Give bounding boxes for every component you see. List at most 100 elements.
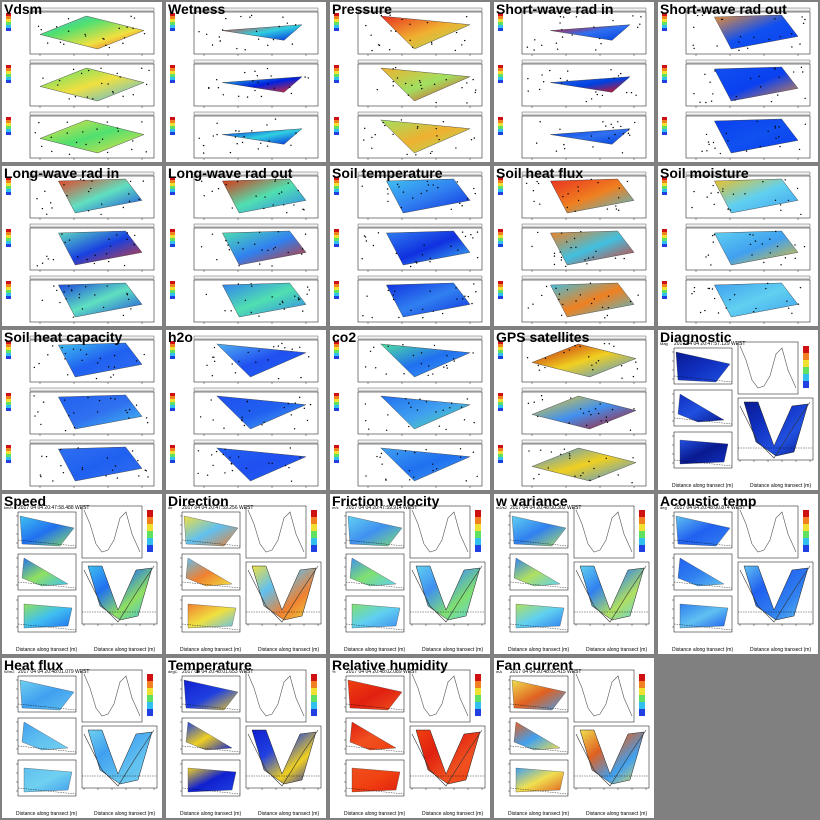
section-polygon — [351, 603, 401, 629]
transect-tile-w-variance[interactable]: w variance 2017 04 04 20:48:00.302 WEST m2… — [494, 494, 654, 654]
section-polygon — [185, 557, 233, 587]
section-polygon — [511, 679, 567, 711]
colorbar — [498, 65, 503, 83]
map-tile-soil-heat-cap[interactable]: Soil heat capacity — [2, 330, 162, 490]
colorbar — [334, 393, 339, 411]
map-polygon — [222, 178, 307, 214]
x-axis-label: Distance along transect (m) — [258, 647, 320, 653]
colorbar — [662, 177, 667, 195]
unit-label: km/h — [4, 505, 13, 510]
colorbar — [498, 177, 503, 195]
colorbar — [334, 177, 339, 195]
map-tile-lw-rad-out[interactable]: Long-wave rad out — [166, 166, 326, 326]
map-polygon — [714, 14, 799, 50]
unit-label: Mag — [660, 341, 668, 346]
map-polygon — [216, 343, 307, 378]
map-polygon — [380, 67, 471, 102]
x-axis-label: Distance along transect (m) — [586, 811, 648, 817]
colorbar — [662, 117, 667, 135]
colorbar — [803, 346, 809, 388]
map-tile-soil-temp[interactable]: Soil temperature — [330, 166, 490, 326]
x-axis-label: Distance along transect (m) — [180, 811, 242, 817]
x-axis-label: Distance along transect (m) — [422, 811, 484, 817]
map-tile-sw-rad-out[interactable]: Short-wave rad out — [658, 2, 818, 162]
section-polygon — [349, 721, 397, 751]
map-polygon — [550, 230, 635, 266]
timestamp-label: 2017 04 04 20:48:01.079 WEST — [18, 669, 90, 675]
map-polygon — [550, 76, 631, 93]
colorbar — [639, 674, 645, 716]
section-polygon — [675, 515, 731, 547]
transect-panels — [344, 505, 486, 633]
transect-panels — [508, 505, 650, 633]
transect-tile-friction-velocity[interactable]: Friction velocity 2017 04 04 20:47:59.914… — [330, 494, 490, 654]
map-tile-sw-rad-in[interactable]: Short-wave rad in — [494, 2, 654, 162]
map-tile-h2o[interactable]: h2o — [166, 330, 326, 490]
section-polygon — [513, 721, 561, 751]
map-polygon — [380, 447, 471, 482]
map-polygon — [550, 178, 635, 214]
map-tile-soil-heat-flux[interactable]: Soil heat flux — [494, 166, 654, 326]
section-polygon — [187, 767, 237, 793]
section-polygon — [675, 351, 731, 383]
map-polygon — [58, 394, 143, 430]
profile-line — [739, 509, 797, 553]
transect-panels — [344, 669, 486, 797]
x-axis-label: Distance along transect (m) — [16, 811, 78, 817]
transect-tile-speed[interactable]: Speed 2017 04 04 20:47:58.488 WEST km/h Dis… — [2, 494, 162, 654]
profile-line — [83, 509, 141, 553]
map-tile-soil-moisture[interactable]: Soil moisture — [658, 166, 818, 326]
profile-line — [411, 673, 469, 717]
map-polygon — [531, 395, 637, 430]
map-panels — [498, 335, 647, 488]
map-tile-lw-rad-in[interactable]: Long-wave rad in — [2, 166, 162, 326]
map-tile-wetness[interactable]: Wetness — [166, 2, 326, 162]
unit-label: m2/s2 — [496, 505, 507, 510]
map-panels — [170, 7, 319, 160]
colorbar — [498, 281, 503, 299]
transect-tile-diagnostic[interactable]: Diagnostic 2017 04 04 20:47:57.129 WEST Ma… — [658, 330, 818, 490]
x-axis-label: Distance along transect (m) — [180, 647, 242, 653]
section-polygon — [23, 603, 73, 629]
profile-line — [739, 345, 797, 389]
map-polygon — [58, 230, 143, 266]
transect-tile-direction[interactable]: Direction 2017 04 04 20:47:59.256 WEST dir… — [166, 494, 326, 654]
colorbar — [662, 13, 667, 31]
section-polygon — [513, 557, 561, 587]
unit-label: % — [332, 669, 336, 674]
timestamp-label: 2017 04 04 20:47:58.488 WEST — [18, 505, 90, 511]
map-tile-gps-sat[interactable]: GPS satellites — [494, 330, 654, 490]
map-polygon — [380, 15, 471, 50]
section-polygon — [677, 557, 725, 587]
colorbar — [662, 65, 667, 83]
colorbar — [6, 229, 11, 247]
map-tile-vdsm[interactable]: Vdsm — [2, 2, 162, 162]
map-panels — [334, 7, 483, 160]
transect-tile-heat-flux[interactable]: Heat flux 2017 04 04 20:48:01.079 WEST W/m… — [2, 658, 162, 818]
colorbar — [147, 674, 153, 716]
colorbar — [311, 510, 317, 552]
map-polygon — [386, 282, 471, 318]
map-polygon — [550, 282, 635, 318]
unit-label: deg — [660, 505, 667, 510]
colorbar — [334, 229, 339, 247]
x-axis-label: Distance along transect (m) — [586, 647, 648, 653]
section-polygon — [21, 557, 69, 587]
transect-panels — [180, 669, 322, 797]
transect-tile-fan-current[interactable]: Fan current 2017 04 04 20:48:02.415 WEST m… — [494, 658, 654, 818]
map-tile-pressure[interactable]: Pressure — [330, 2, 490, 162]
transect-tile-relative-humidity[interactable]: Relative humidity 2017 04 04 20:48:02.089… — [330, 658, 490, 818]
x-axis-label: Distance along transect (m) — [16, 647, 78, 653]
map-polygon — [550, 128, 631, 145]
timestamp-label: 2017 04 04 20:48:01.653 WEST — [182, 669, 254, 675]
section-polygon — [349, 557, 397, 587]
transect-tile-acoustic-temp[interactable]: Acoustic temp 2017 04 04 20:48:00.874 WES… — [658, 494, 818, 654]
profile-line — [83, 673, 141, 717]
transect-panels — [180, 505, 322, 633]
map-tile-co2[interactable]: co2 — [330, 330, 490, 490]
map-panels — [498, 171, 647, 324]
map-polygon — [714, 66, 799, 102]
transect-tile-temperature[interactable]: Temperature 2017 04 04 20:48:01.653 WEST d… — [166, 658, 326, 818]
map-polygon — [531, 343, 637, 378]
colorbar — [170, 281, 175, 299]
